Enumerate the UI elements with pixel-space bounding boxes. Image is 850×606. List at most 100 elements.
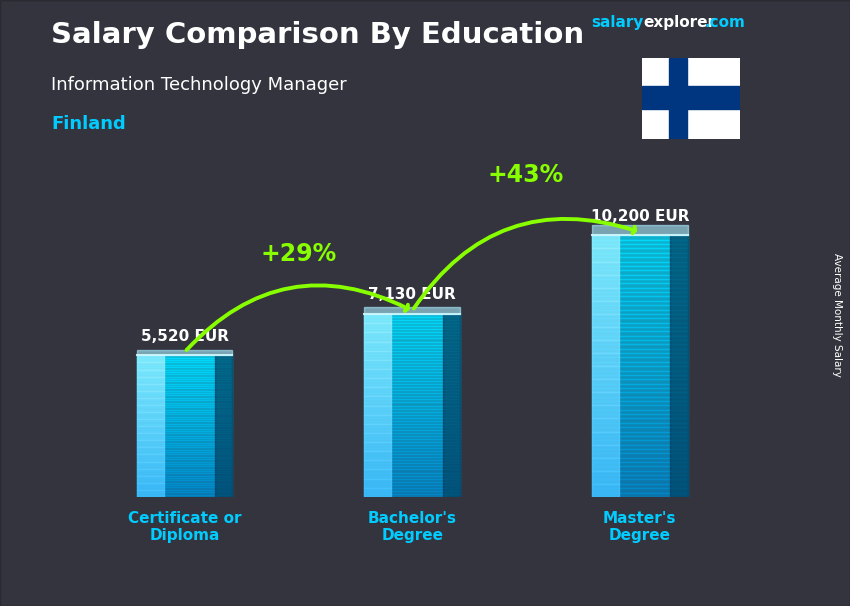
Bar <box>365 351 460 354</box>
Bar <box>137 483 164 490</box>
Bar <box>365 421 460 424</box>
Bar <box>365 470 460 473</box>
Bar <box>365 442 460 445</box>
Bar <box>592 296 688 301</box>
Bar <box>137 362 164 370</box>
Text: +29%: +29% <box>260 242 337 266</box>
Bar <box>592 336 688 340</box>
Bar <box>592 292 688 296</box>
Bar <box>137 426 232 428</box>
Bar <box>137 441 232 442</box>
Bar <box>592 488 688 493</box>
Bar <box>592 235 688 240</box>
Bar <box>592 244 688 248</box>
Bar <box>365 473 460 476</box>
Bar <box>592 366 619 379</box>
Bar <box>592 445 688 449</box>
Bar <box>137 381 232 384</box>
Bar <box>592 279 688 284</box>
Bar <box>592 414 688 419</box>
Bar <box>592 301 619 314</box>
Bar <box>592 310 688 314</box>
Bar <box>592 388 688 392</box>
Bar <box>592 471 688 475</box>
Bar <box>592 405 688 410</box>
Bar <box>592 405 619 419</box>
Bar <box>592 257 688 262</box>
Bar <box>137 379 232 381</box>
Bar <box>592 318 688 322</box>
Bar <box>365 424 391 433</box>
Bar <box>365 360 460 363</box>
Bar <box>137 386 232 388</box>
Bar <box>365 470 391 479</box>
Bar <box>137 492 232 494</box>
Bar <box>592 305 688 310</box>
Bar <box>137 447 164 454</box>
Bar <box>137 415 232 417</box>
Bar <box>592 340 619 353</box>
Bar <box>137 350 232 355</box>
Bar <box>592 370 688 375</box>
Bar <box>365 433 460 436</box>
Bar <box>365 320 460 323</box>
Bar <box>592 431 688 436</box>
Bar <box>365 314 391 323</box>
Bar <box>592 384 688 388</box>
Bar <box>365 342 460 345</box>
Bar <box>592 248 688 253</box>
Bar <box>592 479 688 484</box>
Bar <box>592 266 688 270</box>
Bar <box>137 396 232 398</box>
Bar <box>592 431 619 445</box>
Bar <box>365 348 460 351</box>
Bar <box>365 436 460 439</box>
Bar <box>592 353 619 366</box>
Bar <box>137 476 164 483</box>
Bar <box>592 462 688 467</box>
Bar <box>365 393 460 396</box>
Bar <box>592 362 688 366</box>
Bar <box>137 384 232 386</box>
Bar <box>137 487 232 490</box>
Bar <box>137 376 232 379</box>
Bar <box>365 488 391 497</box>
Bar <box>592 353 688 358</box>
Bar <box>365 485 460 488</box>
Text: Average Monthly Salary: Average Monthly Salary <box>832 253 842 377</box>
Bar <box>137 441 164 447</box>
Bar <box>365 415 391 424</box>
Bar <box>365 329 460 333</box>
Bar <box>365 461 460 464</box>
Bar <box>592 275 688 279</box>
Bar <box>365 442 391 451</box>
Bar <box>137 362 232 365</box>
Bar <box>592 301 688 305</box>
Text: 7,130 EUR: 7,130 EUR <box>368 287 456 302</box>
Bar <box>592 262 688 266</box>
Bar <box>592 270 688 275</box>
Bar <box>592 331 688 336</box>
Bar <box>137 417 232 419</box>
Bar <box>365 451 460 454</box>
Bar <box>365 387 460 390</box>
Bar <box>365 488 460 491</box>
Bar <box>365 378 460 381</box>
Bar <box>365 351 391 360</box>
Bar <box>137 426 164 433</box>
Bar <box>592 392 619 405</box>
Bar <box>137 433 164 441</box>
Bar <box>592 327 619 340</box>
Bar <box>365 396 391 405</box>
Bar <box>137 421 232 424</box>
Bar <box>137 355 232 358</box>
Bar <box>365 326 460 329</box>
Bar <box>592 445 619 458</box>
Bar <box>365 336 460 339</box>
Bar <box>365 378 391 387</box>
Bar <box>365 369 460 372</box>
Bar <box>365 405 460 408</box>
Bar <box>365 333 391 342</box>
Bar <box>365 342 391 351</box>
Bar <box>137 384 164 391</box>
